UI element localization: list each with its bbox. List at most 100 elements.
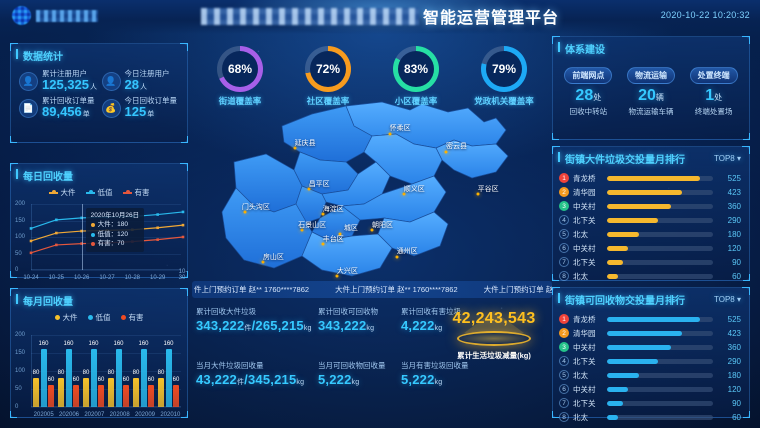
rank-value: 60 — [732, 412, 741, 422]
bar: 160 — [88, 341, 99, 407]
map-label[interactable]: 海淀区 — [322, 205, 344, 213]
legend-swatch — [120, 315, 126, 320]
legend-item: 有害 — [120, 312, 144, 323]
map-label[interactable]: 门头沟区 — [241, 203, 270, 211]
stat-value: 125单 — [124, 104, 155, 120]
ranking-row: 1 青龙桥 525 — [559, 171, 741, 185]
summary-label: 累计回收大件垃圾 — [196, 307, 256, 316]
y-tick-label: 100 — [15, 234, 26, 240]
rank-name: 中关村 — [573, 384, 596, 394]
system-items: 前端网点 28处 回收中转站 物流运输 20辆 物流运输车辆 处置终端 1处 终… — [553, 59, 749, 117]
bar: 160 — [113, 341, 124, 407]
summary-stat: 累计回收大件垃圾 343,222件/265,215kg — [196, 306, 312, 333]
map-label[interactable]: 大兴区 — [336, 267, 358, 275]
ranking-row: 4 北下关 290 — [559, 213, 741, 227]
x-tick-label: 10-30 — [178, 269, 188, 281]
bar-value-label: 160 — [38, 341, 49, 348]
rank-value: 423 — [727, 328, 741, 338]
rank-badge: 7 — [559, 257, 569, 267]
gridline — [31, 270, 181, 271]
map-label[interactable]: 顺义区 — [403, 186, 425, 193]
rank-value: 120 — [727, 384, 741, 394]
bar: 80 — [83, 370, 89, 407]
summary-label: 累计回收可回收物 — [318, 307, 378, 316]
order-ticker-content: 件上门预约订单 赵** 1760****7862 大件上门预约订单 赵** 176… — [192, 284, 552, 295]
gridline — [31, 389, 181, 390]
user-add-icon: 👤 — [19, 72, 38, 92]
stat-item: 📄 累计回收订单量 89,456单 — [19, 96, 100, 120]
gauge-ring: 72% — [305, 46, 351, 92]
rank-name: 清华园 — [573, 187, 596, 197]
map-label[interactable]: 丰台区 — [322, 235, 344, 243]
system-item: 前端网点 28处 回收中转站 — [558, 65, 618, 117]
ticker-item: 件上门预约订单 赵** 1760****7862 — [194, 285, 310, 294]
legend-item: 低值 — [87, 312, 111, 323]
map-label[interactable]: 密云县 — [445, 143, 467, 151]
bar-value-label: 80 — [57, 370, 65, 377]
map-label[interactable]: 怀柔区 — [389, 125, 411, 133]
panel-title-system: 体系建设 — [553, 37, 749, 59]
panel-title-text: 每月回收量 — [23, 297, 73, 308]
page-title: 智能运营管理平台 — [0, 4, 760, 28]
gauge-label: 党政机关覆盖率 — [474, 96, 534, 106]
bottom-summary-stats: 累计回收大件垃圾 343,222件/265,215kg 累计回收可回收物 343… — [196, 306, 548, 416]
ranking-list-bulky: 1 青龙桥 525 2 清华园 423 3 中关村 360 4 北下关 — [553, 169, 749, 283]
order-ticker[interactable]: 件上门预约订单 赵** 1760****7862 大件上门预约订单 赵** 176… — [192, 281, 552, 298]
map-label[interactable]: 延庆县 — [294, 139, 316, 147]
rank-badge: 5 — [559, 229, 569, 239]
bulky-waste-ranking-panel: 街镇大件垃圾交投量月排行 TOP8 ▾ 1 青龙桥 525 2 清华园 423 … — [552, 146, 750, 281]
stat-item: 👤 累计注册用户 125,325人 — [19, 69, 100, 93]
ranking-row: 8 北太 60 — [559, 410, 741, 424]
summary-label: 当月大件垃圾回收量 — [196, 361, 264, 370]
ranking-row: 6 中关村 120 — [559, 382, 741, 396]
bar: 80 — [33, 370, 39, 407]
rank-badge: 4 — [559, 356, 569, 366]
ranking-row: 5 北太 180 — [559, 227, 741, 241]
gauge-ring: 68% — [217, 46, 263, 92]
gridline — [31, 335, 181, 336]
ranking-row: 6 中关村 120 — [559, 241, 741, 255]
bar: 80 — [58, 370, 64, 407]
map-label[interactable]: 城区 — [343, 225, 358, 233]
rank-bar-track — [607, 414, 713, 420]
legend-item: 大件 — [48, 187, 76, 198]
rank-name: 北下关 — [573, 356, 596, 366]
map-label[interactable]: 平谷区 — [477, 186, 499, 193]
chart-tooltip: 2020年10月26日 大件：180 低值：120 有害：70 — [85, 208, 145, 252]
recyclable-ranking-panel: 街镇可回收物交投量月排行 TOP8 ▾ 1 青龙桥 525 2 清华园 423 … — [552, 287, 750, 422]
rank-bar-fill — [607, 330, 682, 336]
rank-value: 60 — [732, 271, 741, 281]
panel-title-text: 街镇大件垃圾交投量月排行 — [565, 155, 685, 166]
rank-bar-fill — [607, 245, 629, 251]
map-label[interactable]: 石景山区 — [298, 221, 327, 229]
x-tick-label: 202007 — [84, 412, 105, 418]
rank-name: 北下关 — [573, 215, 596, 225]
top8-selector-rank2[interactable]: TOP8 ▾ — [714, 295, 741, 304]
rank-badge: 3 — [559, 342, 569, 352]
rank-value: 525 — [727, 173, 741, 183]
rank-name: 北太 — [573, 271, 588, 281]
gridline — [31, 253, 181, 255]
system-sublabel: 物流运输车辆 — [628, 107, 674, 116]
rank-badge: 1 — [559, 314, 569, 324]
beijing-district-map[interactable]: 怀柔区 延庆县 密云县 昌平区 顺义区 平谷区 门头沟区 海淀区 石景山区 城区… — [196, 100, 548, 278]
user-icon: 👤 — [101, 72, 121, 92]
ranking-row: 2 清华园 423 — [559, 185, 741, 199]
bar-value-label: 160 — [88, 341, 99, 348]
bar: 60 — [148, 377, 154, 407]
summary-value: 5,222kg — [401, 372, 443, 387]
top8-selector-rank1[interactable]: TOP8 ▾ — [714, 154, 741, 163]
rank-name: 青龙桥 — [573, 173, 596, 183]
system-sublabel: 回收中转站 — [569, 107, 608, 116]
rank-bar-fill — [607, 316, 700, 322]
page-title-prefix-redacted — [200, 7, 419, 25]
map-label[interactable]: 昌平区 — [308, 180, 330, 188]
bar: 160 — [38, 341, 49, 407]
rank-bar-fill — [607, 203, 671, 209]
map-label[interactable]: 房山区 — [262, 253, 284, 261]
map-label[interactable]: 通州区 — [396, 248, 418, 256]
map-label[interactable]: 朝阳区 — [372, 221, 394, 229]
gauge-value: 83% — [398, 51, 434, 87]
stat-item: 👤 今日注册用户 28人 — [101, 69, 183, 93]
rank-bar-fill — [607, 217, 659, 223]
